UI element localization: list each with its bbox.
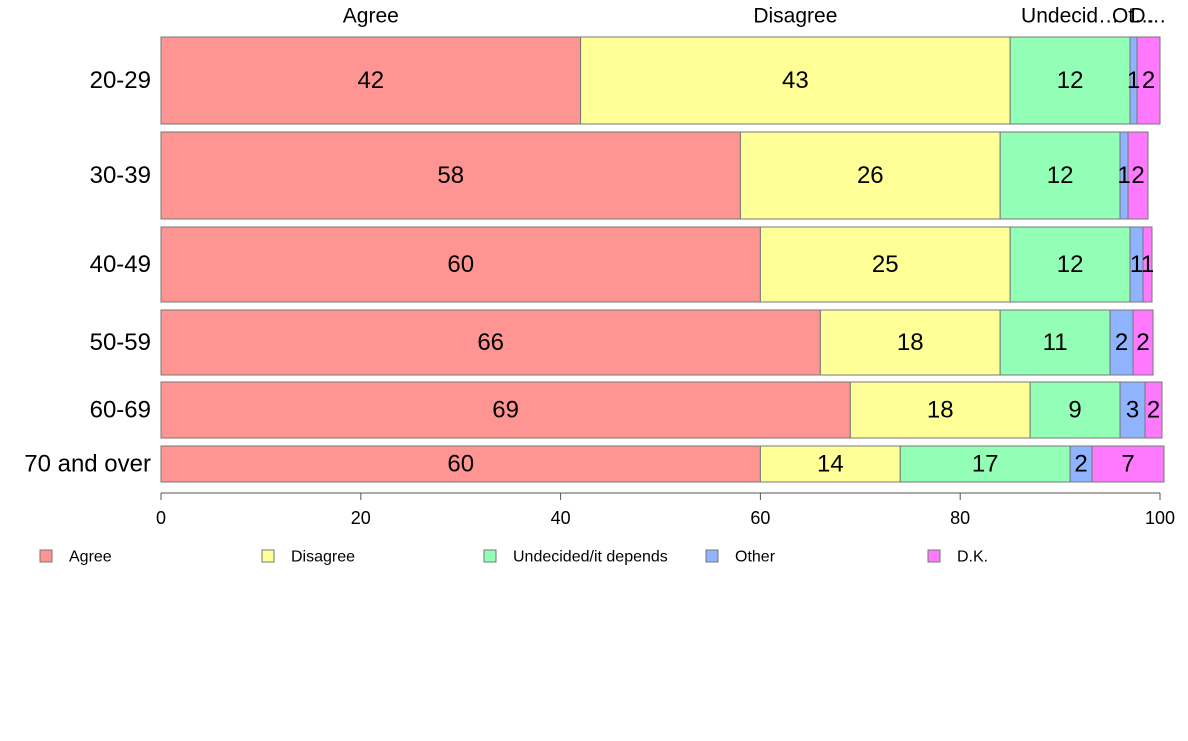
value-label-40-49-undecided-it-depends: 12 <box>1057 251 1084 278</box>
category-label-50-59: 50-59 <box>90 329 151 356</box>
bar-40-49-undecided-it-depends <box>1009 226 1131 303</box>
bar-50-59-d-k <box>1132 309 1154 376</box>
bar-60-69-d-k <box>1144 381 1163 439</box>
legend-swatch-undecided-it-depends <box>483 549 497 563</box>
bar-40-49-d-k <box>1142 226 1153 303</box>
value-label-50-59-agree: 66 <box>477 329 504 356</box>
bar-50-59-disagree <box>819 309 1001 376</box>
x-tick-label-60: 60 <box>750 508 770 528</box>
value-label-70-and-over-d-k: 7 <box>1121 451 1134 478</box>
category-label-70-and-over: 70 and over <box>24 451 151 478</box>
value-label-40-49-other: 1 <box>1130 251 1143 278</box>
column-header-undecided-it-depends: Undecid… <box>1021 5 1119 28</box>
bar-30-39-undecided-it-depends <box>999 131 1121 220</box>
value-label-50-59-disagree: 18 <box>897 329 924 356</box>
x-tick-label-20: 20 <box>351 508 371 528</box>
bar-50-59-agree <box>160 309 821 376</box>
bar-40-49-disagree <box>759 226 1011 303</box>
value-label-70-and-over-disagree: 14 <box>817 451 844 478</box>
bar-70-and-over-d-k <box>1091 445 1165 483</box>
x-tick-label-80: 80 <box>950 508 970 528</box>
value-label-60-69-agree: 69 <box>492 397 519 424</box>
legend-label-d-k: D.K. <box>957 549 988 566</box>
bar-70-and-over-agree <box>160 445 761 483</box>
value-label-60-69-other: 3 <box>1126 397 1139 424</box>
legend-label-other: Other <box>735 549 776 566</box>
value-label-40-49-disagree: 25 <box>872 251 899 278</box>
value-label-70-and-over-other: 2 <box>1074 451 1087 478</box>
bar-20-29-undecided-it-depends <box>1009 36 1131 125</box>
value-label-50-59-other: 2 <box>1115 329 1128 356</box>
value-label-70-and-over-agree: 60 <box>447 451 474 478</box>
value-label-30-39-d-k: 2 <box>1131 162 1144 189</box>
category-label-60-69: 60-69 <box>90 397 151 424</box>
value-label-20-29-undecided-it-depends: 12 <box>1057 67 1084 94</box>
value-label-30-39-undecided-it-depends: 12 <box>1047 162 1074 189</box>
value-label-40-49-d-k: 1 <box>1141 251 1154 278</box>
bar-20-29-d-k <box>1136 36 1161 125</box>
x-tick-label-100: 100 <box>1145 508 1175 528</box>
value-label-30-39-agree: 58 <box>437 162 464 189</box>
column-header-d-k: D… <box>1130 5 1166 28</box>
bar-60-69-disagree <box>849 381 1031 439</box>
column-header-disagree: Disagree <box>753 5 837 28</box>
bar-30-39-agree <box>160 131 741 220</box>
x-tick-label-0: 0 <box>156 508 166 528</box>
value-label-60-69-d-k: 2 <box>1147 397 1160 424</box>
legend-swatch-disagree <box>261 549 275 563</box>
bar-20-29-disagree <box>580 36 1011 125</box>
legend-label-agree: Agree <box>69 549 112 566</box>
value-label-30-39-disagree: 26 <box>857 162 884 189</box>
category-label-20-29: 20-29 <box>90 67 151 94</box>
value-label-40-49-agree: 60 <box>447 251 474 278</box>
column-header-agree: Agree <box>343 5 399 28</box>
bar-50-59-undecided-it-depends <box>999 309 1111 376</box>
value-label-20-29-d-k: 2 <box>1142 67 1155 94</box>
bar-60-69-other <box>1119 381 1146 439</box>
bar-20-29-agree <box>160 36 582 125</box>
legend-swatch-agree <box>39 549 53 563</box>
legend-swatch-other <box>705 549 719 563</box>
value-label-30-39-other: 1 <box>1117 162 1130 189</box>
value-label-60-69-undecided-it-depends: 9 <box>1068 397 1081 424</box>
legend-swatch-d-k <box>927 549 941 563</box>
value-label-20-29-other: 1 <box>1127 67 1140 94</box>
bar-60-69-agree <box>160 381 851 439</box>
x-tick-label-40: 40 <box>551 508 571 528</box>
column-header-other: Ot… <box>1112 5 1155 28</box>
legend-label-undecided-it-depends: Undecided/it depends <box>513 549 668 566</box>
category-label-40-49: 40-49 <box>90 251 151 278</box>
legend-label-disagree: Disagree <box>291 549 355 566</box>
value-label-20-29-disagree: 43 <box>782 67 809 94</box>
value-label-50-59-undecided-it-depends: 11 <box>1043 329 1068 356</box>
value-label-20-29-agree: 42 <box>357 67 384 94</box>
bar-30-39-d-k <box>1127 131 1149 220</box>
value-label-60-69-disagree: 18 <box>927 397 954 424</box>
bar-70-and-over-disagree <box>759 445 901 483</box>
value-label-70-and-over-undecided-it-depends: 17 <box>972 451 999 478</box>
bar-30-39-disagree <box>739 131 1001 220</box>
category-label-30-39: 30-39 <box>90 162 151 189</box>
value-label-50-59-d-k: 2 <box>1136 329 1149 356</box>
